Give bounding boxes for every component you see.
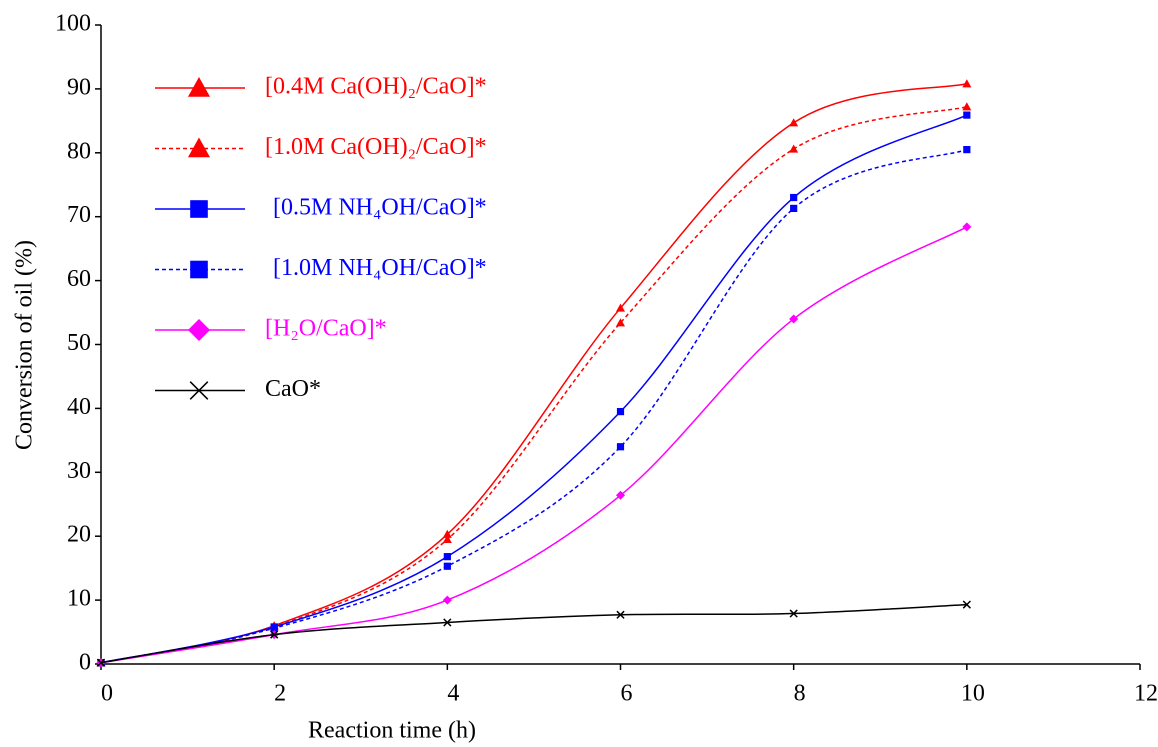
series-line	[100, 603, 967, 664]
y-tick-label: 80	[67, 138, 91, 164]
y-tick-label: 0	[79, 650, 91, 676]
series-line	[100, 106, 968, 664]
y-tick-label: 40	[67, 394, 91, 420]
legend-marker	[190, 260, 208, 279]
marker	[270, 624, 278, 632]
legend-label: [0.4M Ca(OH)₂/CaO]*	[265, 74, 487, 100]
marker	[962, 79, 972, 88]
marker	[963, 111, 971, 119]
x-tick-label: 2	[274, 681, 286, 707]
marker	[443, 562, 451, 570]
series-line	[100, 148, 968, 664]
x-tick-label: 0	[101, 681, 113, 707]
legend-marker	[190, 200, 208, 218]
x-axis-title: Reaction time (h)	[308, 718, 476, 744]
legend-marker	[188, 137, 210, 158]
series-line	[100, 83, 967, 664]
marker	[442, 534, 452, 543]
marker	[96, 658, 106, 667]
marker	[962, 102, 972, 111]
x-tick-label: 10	[961, 681, 985, 707]
x-tick-label: 8	[794, 681, 806, 707]
marker	[616, 407, 625, 416]
marker	[790, 204, 798, 212]
y-tick-label: 100	[55, 11, 91, 37]
series-line	[100, 226, 968, 664]
y-tick-label: 70	[67, 202, 91, 228]
legend-label: [0.5M NH₄OH/CaO]*	[273, 195, 487, 221]
marker	[442, 595, 452, 605]
legend-label: CaO*	[265, 376, 321, 402]
marker	[789, 314, 799, 324]
y-axis-title: Conversion of oil (%)	[12, 240, 38, 450]
series-line	[100, 114, 968, 664]
marker	[616, 490, 625, 500]
y-tick-label: 10	[67, 586, 91, 612]
x-tick-label: 4	[447, 681, 459, 707]
marker	[789, 118, 799, 127]
legend-marker	[188, 77, 210, 97]
y-tick-label: 30	[67, 458, 91, 484]
legend-label: [H₂O/CaO]*	[265, 316, 387, 342]
marker	[616, 443, 625, 451]
marker	[616, 610, 625, 619]
x-tick-label: 6	[621, 681, 633, 707]
marker	[270, 630, 279, 639]
marker	[789, 609, 798, 618]
y-tick-label: 50	[67, 330, 91, 356]
y-tick-label: 90	[67, 74, 91, 100]
marker	[616, 303, 625, 312]
legend-label: [1.0M Ca(OH)₂/CaO]*	[265, 134, 487, 160]
marker	[962, 600, 971, 609]
legend-marker	[188, 319, 210, 341]
y-tick-label: 20	[67, 522, 91, 548]
marker	[790, 193, 798, 202]
marker	[789, 144, 799, 153]
marker	[616, 318, 625, 327]
legend-marker	[189, 381, 209, 400]
marker	[963, 146, 971, 154]
y-tick-label: 60	[67, 266, 91, 292]
marker	[962, 222, 972, 232]
legend-label: [1.0M NH₄OH/CaO]*	[273, 255, 487, 281]
marker	[442, 529, 452, 538]
marker	[443, 553, 451, 561]
marker	[443, 618, 452, 627]
x-tick-label: 12	[1134, 681, 1158, 707]
